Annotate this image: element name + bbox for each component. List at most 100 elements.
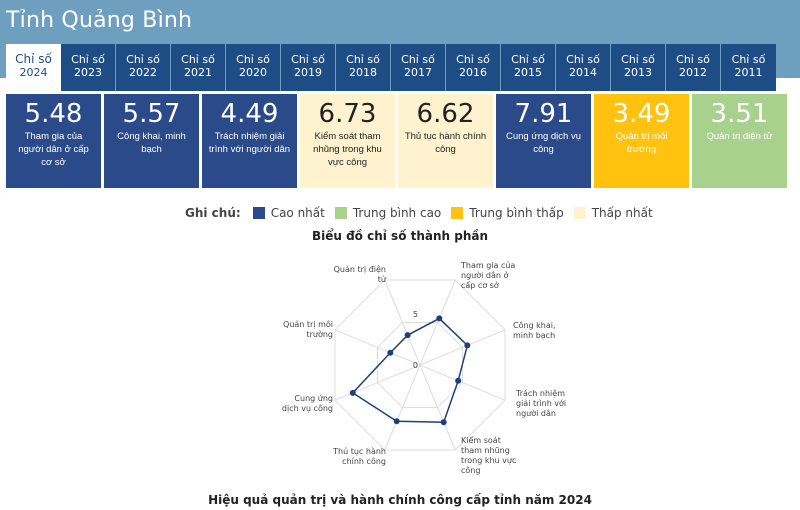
card-label: Kiểm soát tham nhũng trong khu vực công xyxy=(313,131,382,168)
radar-chart: 0 5 Tham gia của người dân ở cấp cơ sở Công k… xyxy=(282,260,566,475)
tab-year: 2021 xyxy=(184,66,212,79)
radar-point xyxy=(404,332,411,339)
tab-label: Chỉ số xyxy=(456,53,490,66)
tab-label: Chỉ số xyxy=(71,53,105,66)
tab-year: 2024 xyxy=(19,66,48,79)
legend-item-lowest: Thấp nhất xyxy=(573,206,653,220)
radar-spoke xyxy=(384,279,421,366)
tab-2012[interactable]: Chỉ số 2012 xyxy=(666,44,721,91)
tab-2016[interactable]: Chỉ số 2016 xyxy=(446,44,501,91)
radar-spoke xyxy=(419,329,506,366)
radar-axis-label: Cung ứng dịch vụ công xyxy=(282,394,333,414)
chart-title: Biểu đồ chỉ số thành phần xyxy=(311,229,489,243)
legend: Ghi chú: Cao nhất Trung bình cao Trung b… xyxy=(185,204,663,222)
tab-year: 2016 xyxy=(459,66,487,79)
radar-point xyxy=(393,418,400,425)
tab-year: 2022 xyxy=(129,66,157,79)
card-corruption-control: 6.73 Kiểm soát tham nhũng trong khu vực … xyxy=(300,94,395,188)
card-e-governance: 3.51 Quản trị điện tử xyxy=(692,94,787,188)
tab-year: 2019 xyxy=(294,66,322,79)
tab-2013[interactable]: Chỉ số 2013 xyxy=(611,44,666,91)
tab-2018[interactable]: Chỉ số 2018 xyxy=(336,44,391,91)
radar-spoke xyxy=(334,364,421,401)
tab-year: 2018 xyxy=(349,66,377,79)
card-accountability: 4.49 Trách nhiệm giải trình với người dâ… xyxy=(202,94,297,188)
card-label: Thủ tục hành chính công xyxy=(404,131,487,155)
radar-point xyxy=(387,349,394,356)
card-value: 6.73 xyxy=(318,99,377,129)
tab-2017[interactable]: Chỉ số 2017 xyxy=(391,44,446,91)
card-label: Quản trị điện tử xyxy=(706,131,773,142)
radar-tick-label: 0 xyxy=(413,361,418,370)
tab-year: 2014 xyxy=(569,66,597,79)
radar-axis-label: Kiểm soát tham nhũng trong khu vực công xyxy=(461,435,516,475)
legend-item-mid-low: Trung bình thấp xyxy=(451,206,564,220)
legend-label: Trung bình thấp xyxy=(469,206,564,220)
radar-spoke xyxy=(419,364,456,451)
radar-point xyxy=(464,342,471,349)
radar-axis-label: Thủ tục hành chính công xyxy=(332,446,386,466)
legend-title: Ghi chú: xyxy=(185,206,241,220)
legend-swatch xyxy=(334,207,347,219)
radar-point xyxy=(436,315,443,322)
legend-label: Trung bình cao xyxy=(352,206,442,220)
tab-2021[interactable]: Chỉ số 2021 xyxy=(171,44,226,91)
tab-2011[interactable]: Chỉ số 2011 xyxy=(721,44,776,91)
card-label: Quản trị môi trường xyxy=(615,131,668,155)
year-tabs: Chỉ số 2024 Chỉ số 2023 Chỉ số 2022 Chỉ số 2… xyxy=(6,44,786,91)
card-value: 4.49 xyxy=(220,99,279,129)
tab-2015[interactable]: Chỉ số 2015 xyxy=(501,44,556,91)
tab-label: Chỉ số xyxy=(291,53,325,66)
card-label: Trách nhiệm giải trình với người dân xyxy=(208,131,291,155)
tab-2023[interactable]: Chỉ số 2023 xyxy=(61,44,116,91)
card-label: Công khai, minh bạch xyxy=(117,131,186,155)
radar-point xyxy=(440,419,447,426)
chart-footer: Hiệu quả quản trị và hành chính công cấp… xyxy=(208,493,592,507)
tab-2014[interactable]: Chỉ số 2014 xyxy=(556,44,611,91)
card-value: 6.62 xyxy=(416,99,475,129)
radar-axis-label: Trách nhiệm giải trình với người dân xyxy=(515,388,566,418)
tab-label: Chỉ số xyxy=(731,53,766,66)
legend-item-highest: Cao nhất xyxy=(252,206,325,220)
tab-label: Chỉ số xyxy=(511,53,545,66)
tab-year: 2015 xyxy=(514,66,542,79)
radar-tick-label: 5 xyxy=(413,310,418,319)
tab-year: 2017 xyxy=(404,66,432,79)
radar-axis-label: Tham gia của người dân ở cấp cơ sở xyxy=(460,260,515,290)
tab-label: Chỉ số xyxy=(676,53,710,66)
radar-axis-label: Quản trị môi trường xyxy=(283,319,333,339)
radar-spoke xyxy=(419,279,456,366)
radar-spoke xyxy=(334,329,421,366)
tab-year: 2020 xyxy=(239,66,267,79)
radar-axis-label: Quản trị điện tử xyxy=(334,264,387,284)
card-value: 5.48 xyxy=(24,99,83,129)
radar-point xyxy=(455,377,462,384)
card-value: 7.91 xyxy=(514,99,573,129)
radar-point xyxy=(349,389,356,396)
card-participation: 5.48 Tham gia của người dân ở cấp cơ sở xyxy=(6,94,101,188)
tab-year: 2011 xyxy=(734,66,763,79)
tab-label: Chỉ số xyxy=(181,53,215,66)
legend-swatch xyxy=(573,207,586,219)
tab-year: 2013 xyxy=(624,66,652,79)
tab-2019[interactable]: Chỉ số 2019 xyxy=(281,44,336,91)
tab-2020[interactable]: Chỉ số 2020 xyxy=(226,44,281,91)
tab-year: 2012 xyxy=(679,66,707,79)
province-title: Tỉnh Quảng Bình xyxy=(6,8,193,33)
card-value: 3.51 xyxy=(710,99,769,129)
card-public-services: 7.91 Cung ứng dịch vụ công xyxy=(496,94,591,188)
tab-label: Chỉ số xyxy=(346,53,380,66)
radar-spoke xyxy=(419,364,506,401)
legend-item-mid-high: Trung bình cao xyxy=(334,206,442,220)
card-value: 3.49 xyxy=(612,99,671,129)
radar-axis-label: Công khai, minh bạch xyxy=(513,320,556,341)
tab-label: Chỉ số xyxy=(126,53,160,66)
tab-label: Chỉ số xyxy=(566,53,600,66)
tab-2024[interactable]: Chỉ số 2024 xyxy=(6,44,61,91)
tab-2022[interactable]: Chỉ số 2022 xyxy=(116,44,171,91)
index-cards: 5.48 Tham gia của người dân ở cấp cơ sở … xyxy=(6,94,787,188)
legend-swatch xyxy=(252,207,265,219)
tab-label: Chỉ số xyxy=(15,52,52,66)
tab-label: Chỉ số xyxy=(236,53,270,66)
card-label: Tham gia của người dân ở cấp cơ sở xyxy=(18,131,89,168)
